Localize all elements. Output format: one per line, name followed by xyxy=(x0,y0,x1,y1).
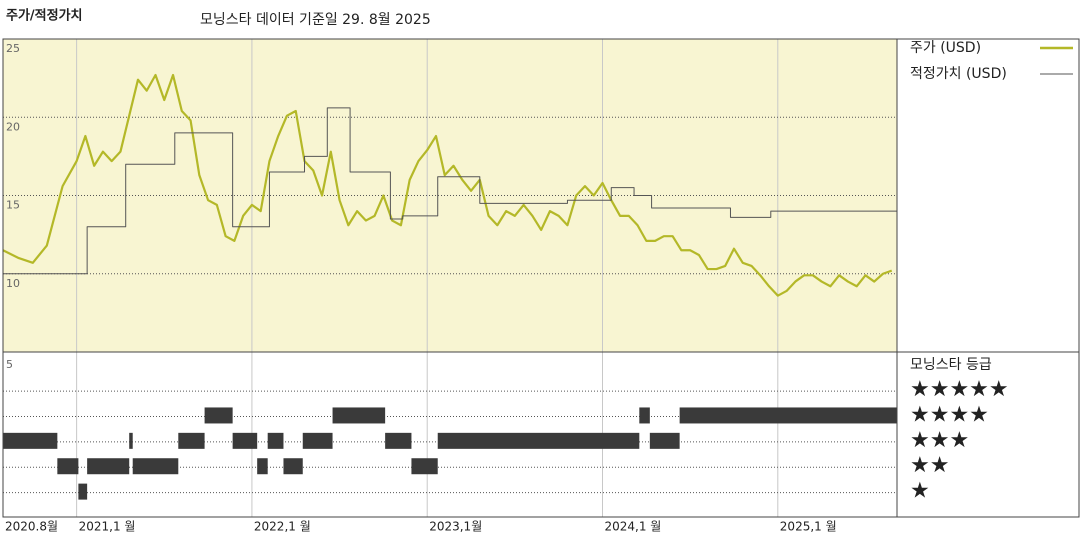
rating-segment xyxy=(302,432,333,449)
rating-segment xyxy=(385,432,412,449)
frame xyxy=(2,38,1080,518)
y-tick-label: 20 xyxy=(6,120,20,133)
series-line xyxy=(3,107,897,275)
rating-segment xyxy=(283,458,303,475)
x-tick-label: 2024,1 월 xyxy=(605,520,662,534)
rating-label: ★★★★ xyxy=(910,402,989,427)
rating-segment xyxy=(437,432,640,449)
rating-segment xyxy=(178,432,205,449)
x-tick-label: 2025,1 월 xyxy=(780,520,837,534)
marks xyxy=(2,73,897,500)
rating-segment xyxy=(78,483,88,500)
rating-segment xyxy=(679,407,897,424)
y-tick-label: 25 xyxy=(6,42,20,55)
series-line xyxy=(2,73,893,297)
rating-segment xyxy=(411,458,438,475)
x-tick-label: 2021,1 월 xyxy=(79,520,136,534)
rating-segment xyxy=(204,407,233,424)
rating-label: ★★ xyxy=(910,453,949,478)
chart-subtitle: 모닝스타 데이터 기준일 29. 8월 2025 xyxy=(200,12,431,28)
rating-segment xyxy=(3,432,58,449)
rating-title: 모닝스타 등급 xyxy=(910,357,992,373)
x-tick-label: 2023,1월 xyxy=(429,520,482,534)
legend-label: 주가 (USD) xyxy=(910,40,981,56)
y-tick-label: 15 xyxy=(6,199,20,212)
rating-segment xyxy=(87,458,130,475)
rating-segment xyxy=(267,432,284,449)
rating-segment xyxy=(232,432,258,449)
rating-label: ★★★★★ xyxy=(910,377,1009,402)
x-tick-label: 2022,1 월 xyxy=(254,520,311,534)
rating-segment xyxy=(57,458,79,475)
y-tick-label: 10 xyxy=(6,277,20,290)
rating-segment xyxy=(129,432,133,449)
x-tick-label: 2020.8월 xyxy=(5,520,58,534)
rating-label: ★★★ xyxy=(910,428,969,453)
legend-label: 적정가치 (USD) xyxy=(910,66,1007,82)
rating-segment xyxy=(649,432,680,449)
rating-segment xyxy=(332,407,386,424)
rating-segment xyxy=(132,458,179,475)
rating-corner-label: 5 xyxy=(6,358,13,371)
rating-segment xyxy=(257,458,268,475)
chart-title: 주가/적정가치 xyxy=(6,8,83,24)
rating-label: ★ xyxy=(910,479,930,504)
rating-segment xyxy=(639,407,650,424)
